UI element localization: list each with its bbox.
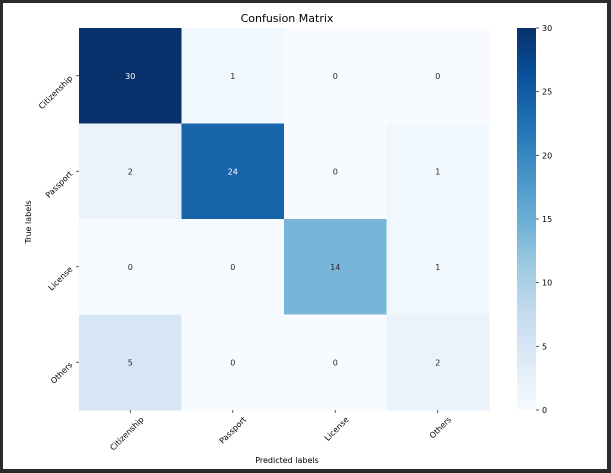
colorbar-tick-label: 15 — [542, 215, 552, 224]
heatmap-cells — [79, 28, 490, 411]
heatmap-cell — [79, 219, 182, 315]
cell-value-label: 0 — [230, 358, 235, 367]
y-tick-label: Others — [49, 360, 74, 385]
heatmap-cell — [386, 314, 490, 411]
colorbar-tick-label: 5 — [542, 342, 547, 351]
cell-value-label: 2 — [128, 167, 133, 176]
colorbar — [517, 28, 536, 410]
heatmap-cell — [181, 219, 285, 315]
x-axis-label: Predicted labels — [255, 456, 319, 465]
x-tick-label: Others — [428, 415, 453, 440]
colorbar-tick-label: 25 — [542, 88, 552, 97]
chart-title: Confusion Matrix — [241, 12, 334, 25]
confusion-matrix-chart: Confusion Matrix 30 1 0 02 24 0 10 0 14 15 0 0 2 Cit… — [24, 12, 552, 465]
heatmap-cell — [79, 28, 182, 124]
cell-value-label: 1 — [435, 167, 440, 176]
heatmap-cell — [386, 123, 490, 220]
cell-value-label: 1 — [435, 263, 440, 272]
cell-value-label: 14 — [330, 263, 340, 272]
colorbar-tick-label: 20 — [542, 151, 552, 160]
heatmap-cell — [386, 28, 490, 124]
x-axis-ticks: Citizenship Passport License Others — [108, 410, 453, 452]
heatmap-cell — [79, 123, 182, 220]
cell-value-label: 0 — [333, 358, 338, 367]
y-tick-label: Citizenship — [37, 74, 74, 111]
cell-value-label: 0 — [333, 167, 338, 176]
heatmap-annotations: 30 1 0 0 2 24 0 1 0 0 14 1 5 0 0 2 — [125, 72, 440, 368]
colorbar-ticks: 0 5 10 15 20 25 30 — [536, 24, 552, 415]
heatmap-cell — [181, 28, 285, 124]
cell-value-label: 24 — [228, 167, 238, 176]
colorbar-tick-label: 10 — [542, 279, 552, 288]
cell-value-label: 0 — [435, 72, 440, 81]
y-tick-label: License — [47, 265, 75, 293]
cell-value-label: 1 — [230, 72, 235, 81]
figure: Confusion Matrix 30 1 0 0 2 24 0 1 0 0 14 1 5 0 0 2 Cit… — [3, 3, 607, 469]
colorbar-tick-label: 0 — [542, 406, 547, 415]
heatmap-cell — [284, 314, 387, 411]
x-tick-label: License — [323, 415, 351, 443]
x-tick-label: Citizenship — [108, 415, 145, 452]
x-tick-label: Passport — [218, 415, 248, 445]
cell-value-label: 0 — [128, 263, 133, 272]
cell-value-label: 0 — [230, 263, 235, 272]
cell-value-label: 5 — [128, 358, 133, 367]
y-axis-ticks: Citizenship Passport License Others — [37, 74, 79, 386]
cell-value-label: 2 — [435, 358, 440, 367]
heatmap-cell — [284, 28, 387, 124]
colorbar-tick-label: 30 — [542, 24, 552, 33]
cell-value-label: 0 — [333, 72, 338, 81]
heatmap-cell — [386, 219, 490, 315]
heatmap-cell — [284, 219, 387, 315]
heatmap-cell — [284, 123, 387, 220]
y-tick-label: Passport — [44, 169, 74, 199]
y-axis-label: True labels — [24, 200, 33, 244]
heatmap-cell — [181, 123, 285, 220]
cell-value-label: 30 — [125, 72, 135, 81]
heatmap-cell — [79, 314, 182, 411]
heatmap-cell — [181, 314, 285, 411]
